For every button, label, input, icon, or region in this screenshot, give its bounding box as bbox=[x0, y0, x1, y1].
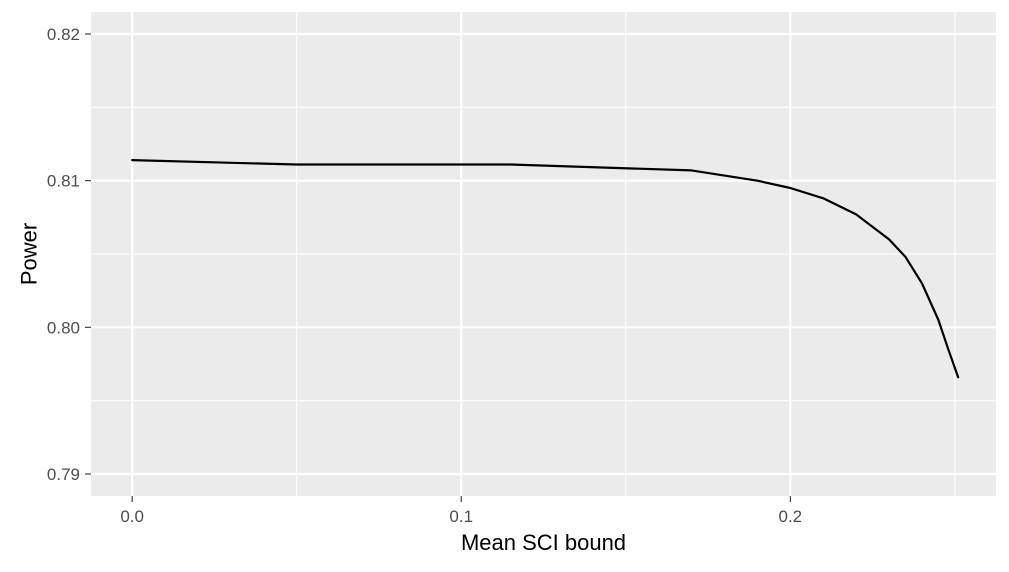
y-axis-tick-labels: 0.79 0.80 0.81 0.82 bbox=[47, 25, 80, 484]
axis-ticks bbox=[85, 33, 791, 502]
y-tick-label: 0.81 bbox=[47, 172, 80, 191]
x-tick-label: 0.2 bbox=[778, 507, 802, 526]
y-axis-title: Power bbox=[17, 223, 42, 285]
y-tick-label: 0.79 bbox=[47, 465, 80, 484]
series-layer bbox=[131, 159, 960, 379]
x-tick-label: 0.0 bbox=[120, 507, 144, 526]
x-tick-label: 0.1 bbox=[449, 507, 473, 526]
major-gridlines bbox=[91, 12, 996, 496]
y-tick-label: 0.82 bbox=[47, 25, 80, 44]
y-tick-label: 0.80 bbox=[47, 318, 80, 337]
x-axis-tick-labels: 0.0 0.1 0.2 bbox=[120, 507, 802, 526]
minor-gridlines bbox=[91, 12, 996, 496]
x-axis-title: Mean SCI bound bbox=[461, 530, 626, 555]
series-line bbox=[131, 159, 960, 379]
